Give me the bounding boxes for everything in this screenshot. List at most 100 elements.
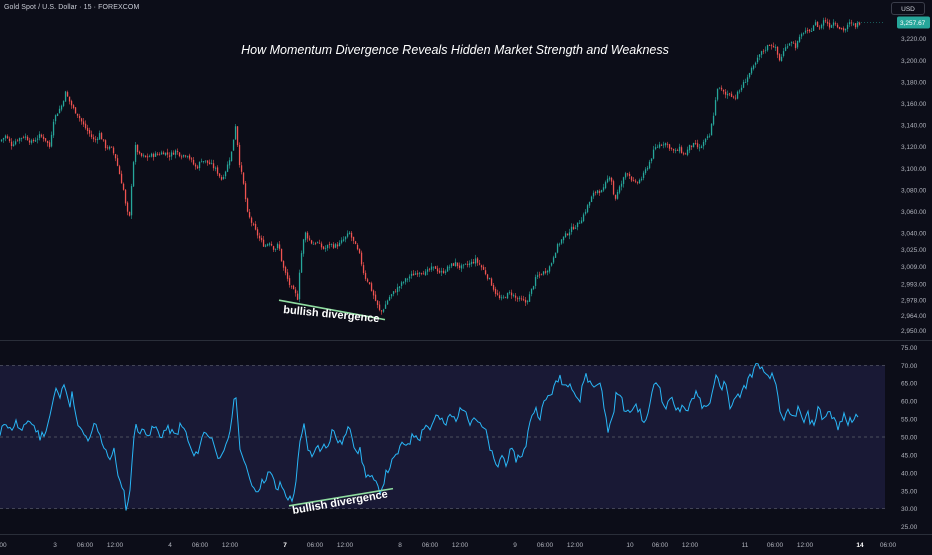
symbol-label[interactable]: Gold Spot / U.S. Dollar · 15 · FOREXCOM [4, 4, 140, 11]
candle-body [530, 288, 533, 294]
candle-body [214, 167, 217, 169]
candle-body [354, 241, 357, 245]
candle-body [104, 140, 107, 149]
candle-body [716, 88, 719, 100]
currency-button[interactable]: USD [891, 2, 925, 15]
candle-body [466, 264, 469, 266]
candle-body [592, 192, 595, 197]
candle-body [314, 243, 317, 244]
candle-body [320, 243, 323, 248]
candle-body [788, 43, 791, 46]
candle-body [274, 248, 277, 250]
candle-body [48, 142, 51, 147]
candle-body [166, 152, 169, 155]
candle-body [690, 145, 693, 147]
candle-body [158, 154, 161, 156]
candle-body [368, 282, 371, 284]
candle-body [614, 194, 617, 199]
candle-body [378, 304, 381, 310]
candle-body [366, 279, 369, 282]
candle-body [182, 154, 185, 157]
candle-body [854, 23, 857, 28]
candle-body [836, 24, 839, 28]
candle-body [816, 21, 819, 27]
candle-body [186, 155, 189, 157]
price-axis-label: 3,040.00 [901, 231, 927, 238]
oscillator-divergence-line [288, 487, 394, 507]
candle-body [538, 274, 541, 276]
candle-body [256, 229, 259, 236]
time-axis-label: 06:00 [77, 542, 94, 549]
candle-body [422, 273, 425, 275]
time-axis-label: 06:00 [537, 542, 554, 549]
candle-body [88, 130, 91, 134]
time-axis-label: 12:00 [107, 542, 124, 549]
candle-body [858, 22, 861, 25]
candle-body [18, 138, 21, 141]
candle-body [424, 271, 427, 276]
candle-body [494, 288, 497, 294]
candle-body [524, 299, 527, 303]
candle-body [688, 144, 691, 151]
candle-body [436, 268, 439, 272]
candle-body [750, 68, 753, 74]
candle-body [244, 183, 247, 200]
price-axis-label: 3,140.00 [901, 123, 927, 130]
candle-body [272, 246, 275, 250]
price-axis-label: 3,220.00 [901, 36, 927, 43]
candle-body [192, 159, 195, 165]
candle-body [500, 297, 503, 299]
candle-body [26, 136, 29, 141]
price-axis-label: 2,950.00 [901, 328, 927, 335]
candle-body [408, 276, 411, 279]
candle-body [398, 286, 401, 288]
candle-body [124, 189, 127, 204]
candle-body [4, 135, 7, 139]
candle-body [264, 245, 267, 247]
candle-body [452, 263, 455, 266]
candle-body [450, 263, 453, 267]
candle-body [202, 161, 205, 162]
candle-body [438, 270, 441, 273]
candle-body [444, 271, 447, 273]
candle-body [610, 177, 613, 182]
candle-body [656, 146, 659, 148]
candle-body [350, 232, 353, 238]
candle-body [346, 233, 349, 237]
candle-body [120, 173, 123, 184]
candle-body [294, 289, 297, 294]
candle-body [548, 266, 551, 272]
candle-body [418, 272, 421, 274]
oscillator-axis-label: 25.00 [901, 524, 918, 531]
candle-body [640, 178, 643, 181]
candle-body [206, 160, 209, 163]
candle-body [512, 295, 515, 297]
candle-body [828, 22, 831, 28]
candle-body [340, 240, 343, 243]
candle-body [572, 226, 575, 230]
candle-body [838, 27, 841, 29]
candle-body [850, 22, 853, 24]
time-axis-label: 12:00 [567, 542, 584, 549]
candle-body [138, 151, 141, 154]
candle-body [458, 265, 461, 268]
candle-body [520, 298, 523, 300]
candle-body [100, 133, 103, 140]
candle-body [234, 126, 237, 140]
candle-body [168, 155, 171, 157]
candle-body [162, 152, 165, 155]
candle-body [856, 22, 859, 27]
candle-body [266, 244, 269, 246]
candle-body [576, 222, 579, 228]
oscillator-axis-label: 55.00 [901, 417, 918, 424]
candle-body [516, 298, 519, 300]
candle-body [574, 227, 577, 229]
candle-body [478, 263, 481, 265]
candle-body [796, 41, 799, 48]
candle-body [490, 278, 493, 286]
candle-body [852, 23, 855, 25]
price-axis-label: 3,060.00 [901, 209, 927, 216]
candle-body [286, 272, 289, 279]
candle-body [160, 152, 163, 155]
